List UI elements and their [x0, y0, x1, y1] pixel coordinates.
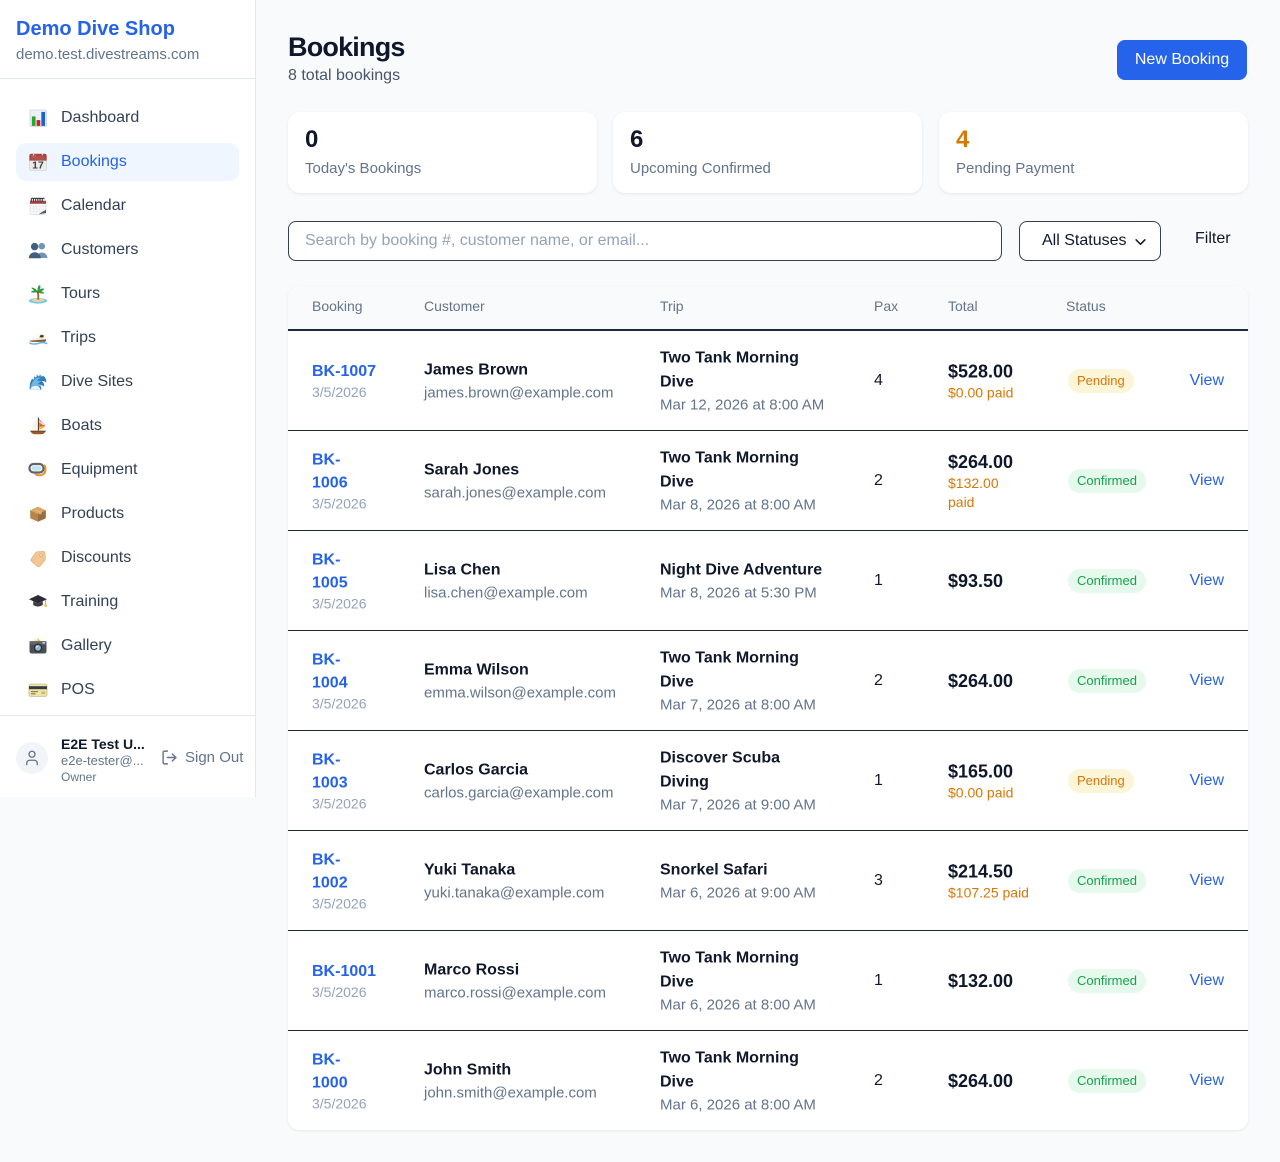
svg-text:17: 17 [32, 161, 44, 172]
svg-text:JUL: JUL [31, 155, 37, 159]
